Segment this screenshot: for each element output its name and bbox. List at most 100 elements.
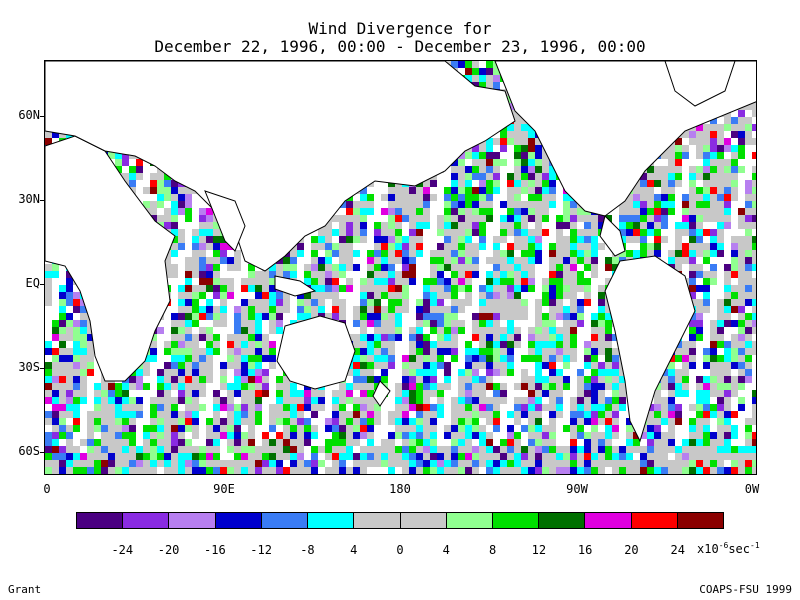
divergence-cell [332,432,339,439]
divergence-cell [668,362,675,369]
divergence-cell [409,439,416,446]
divergence-cell [542,166,549,173]
divergence-cell [234,453,241,460]
divergence-cell [388,194,395,201]
divergence-cell [563,208,570,215]
divergence-cell [731,299,738,306]
divergence-cell [479,208,486,215]
divergence-cell [577,376,584,383]
divergence-cell [367,411,374,418]
divergence-cell [122,453,129,460]
divergence-cell [248,264,255,271]
lat-tick [40,452,44,453]
divergence-cell [605,320,612,327]
divergence-cell [171,194,178,201]
divergence-cell [367,334,374,341]
divergence-cell [486,383,493,390]
divergence-cell [703,446,710,453]
divergence-cell [227,355,234,362]
divergence-cell [234,439,241,446]
divergence-cell [45,383,52,390]
divergence-cell [661,194,668,201]
divergence-cell [346,411,353,418]
divergence-cell [241,404,248,411]
divergence-cell [549,383,556,390]
divergence-cell [535,460,542,467]
divergence-cell [507,467,514,474]
divergence-cell [115,383,122,390]
divergence-cell [458,264,465,271]
divergence-cell [227,264,234,271]
divergence-cell [528,341,535,348]
divergence-cell [626,194,633,201]
divergence-cell [696,453,703,460]
divergence-cell [402,425,409,432]
divergence-cell [598,467,605,474]
divergence-cell [206,278,213,285]
divergence-cell [703,362,710,369]
divergence-cell [570,250,577,257]
divergence-cell [297,467,304,474]
divergence-cell [577,306,584,313]
divergence-cell [185,439,192,446]
divergence-cell [185,425,192,432]
divergence-cell [465,215,472,222]
divergence-cell [738,166,745,173]
divergence-cell [689,341,696,348]
divergence-cell [199,327,206,334]
divergence-cell [297,411,304,418]
divergence-cell [647,418,654,425]
divergence-cell [437,404,444,411]
divergence-cell [255,285,262,292]
divergence-cell [416,355,423,362]
divergence-cell [626,425,633,432]
lat-label-30s: 30S [18,360,40,374]
divergence-cell [724,194,731,201]
divergence-cell [605,278,612,285]
divergence-cell [164,390,171,397]
divergence-cell [528,152,535,159]
divergence-cell [675,453,682,460]
divergence-cell [493,75,500,82]
divergence-cell [276,390,283,397]
divergence-cell [304,439,311,446]
lat-label-60s: 60S [18,444,40,458]
divergence-cell [486,68,493,75]
divergence-cell [598,313,605,320]
divergence-cell [87,432,94,439]
divergence-cell [192,369,199,376]
divergence-cell [346,285,353,292]
divergence-cell [535,243,542,250]
divergence-cell [465,229,472,236]
divergence-cell [283,446,290,453]
divergence-cell [339,264,346,271]
divergence-cell [381,250,388,257]
divergence-cell [234,264,241,271]
divergence-cell [528,215,535,222]
divergence-cell [689,138,696,145]
divergence-cell [206,229,213,236]
lon-label-90w: 90W [566,482,588,496]
divergence-cell [724,299,731,306]
divergence-cell [514,453,521,460]
divergence-cell [171,215,178,222]
divergence-cell [269,362,276,369]
divergence-cell [654,208,661,215]
divergence-cell [409,460,416,467]
divergence-cell [724,173,731,180]
divergence-cell [514,173,521,180]
divergence-cell [535,411,542,418]
divergence-cell [598,327,605,334]
divergence-cell [395,250,402,257]
divergence-cell [465,285,472,292]
divergence-cell [647,173,654,180]
divergence-cell [598,446,605,453]
divergence-cell [276,439,283,446]
divergence-cell [199,390,206,397]
divergence-cell [332,418,339,425]
divergence-cell [535,215,542,222]
divergence-cell [59,341,66,348]
divergence-cell [696,446,703,453]
divergence-cell [444,327,451,334]
divergence-cell [430,299,437,306]
